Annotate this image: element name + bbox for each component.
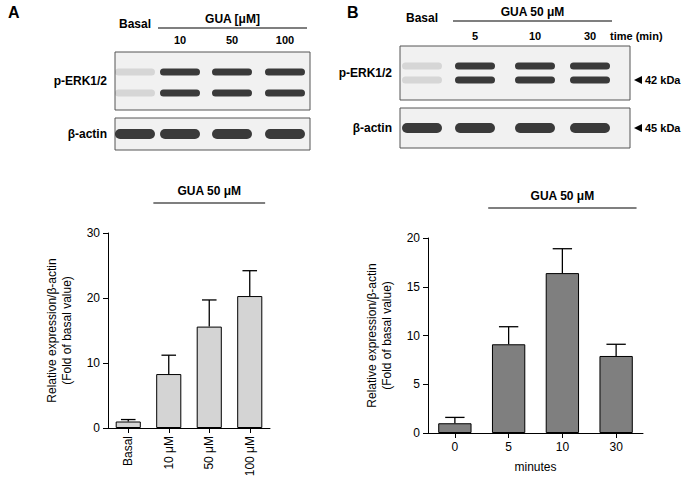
svg-text:5: 5: [505, 440, 512, 454]
svg-text:A: A: [8, 4, 20, 21]
svg-text:50: 50: [226, 34, 238, 46]
svg-text:minutes: minutes: [514, 460, 556, 474]
svg-text:(Fold of basal value): (Fold of basal value): [60, 276, 74, 385]
svg-text:10: 10: [174, 34, 186, 46]
svg-text:100 μM: 100 μM: [243, 436, 257, 476]
svg-text:30: 30: [87, 226, 101, 240]
svg-text:15: 15: [407, 280, 421, 294]
svg-text:10: 10: [529, 30, 541, 42]
svg-text:10: 10: [87, 356, 101, 370]
svg-text:20: 20: [87, 291, 101, 305]
svg-text:GUA 50 μM: GUA 50 μM: [177, 184, 241, 198]
svg-text:20: 20: [407, 231, 421, 245]
svg-text:B: B: [347, 4, 359, 21]
svg-text:0: 0: [452, 440, 459, 454]
svg-text:β-actin: β-actin: [68, 127, 107, 141]
svg-text:100: 100: [276, 34, 294, 46]
svg-text:time (min): time (min): [610, 30, 663, 42]
svg-text:p-ERK1/2: p-ERK1/2: [339, 66, 393, 80]
svg-text:(Fold of basal value): (Fold of basal value): [380, 281, 394, 390]
svg-text:30: 30: [609, 440, 623, 454]
svg-text:Relative expression/β-actin: Relative expression/β-actin: [365, 263, 379, 407]
svg-text:GUA 50 μM: GUA 50 μM: [531, 189, 595, 203]
svg-text:10: 10: [407, 329, 421, 343]
svg-text:β-actin: β-actin: [353, 121, 392, 135]
svg-text:5: 5: [472, 30, 478, 42]
svg-text:0: 0: [93, 421, 100, 435]
svg-text:30: 30: [584, 30, 596, 42]
svg-text:5: 5: [413, 377, 420, 391]
svg-text:Basal: Basal: [119, 17, 151, 31]
svg-text:Basal: Basal: [121, 436, 135, 466]
svg-text:Basal: Basal: [406, 11, 438, 25]
svg-text:p-ERK1/2: p-ERK1/2: [54, 74, 108, 88]
svg-text:GUA 50 μM: GUA 50 μM: [501, 5, 565, 19]
svg-text:10 μM: 10 μM: [162, 436, 176, 470]
svg-text:GUA [μM]: GUA [μM]: [205, 12, 260, 26]
svg-text:Relative expression/β-actin: Relative expression/β-actin: [45, 258, 59, 402]
svg-text:42 kDa: 42 kDa: [645, 74, 681, 86]
svg-text:0: 0: [413, 426, 420, 440]
svg-text:45 kDa: 45 kDa: [645, 122, 681, 134]
svg-text:10: 10: [556, 440, 570, 454]
svg-text:50 μM: 50 μM: [202, 436, 216, 470]
